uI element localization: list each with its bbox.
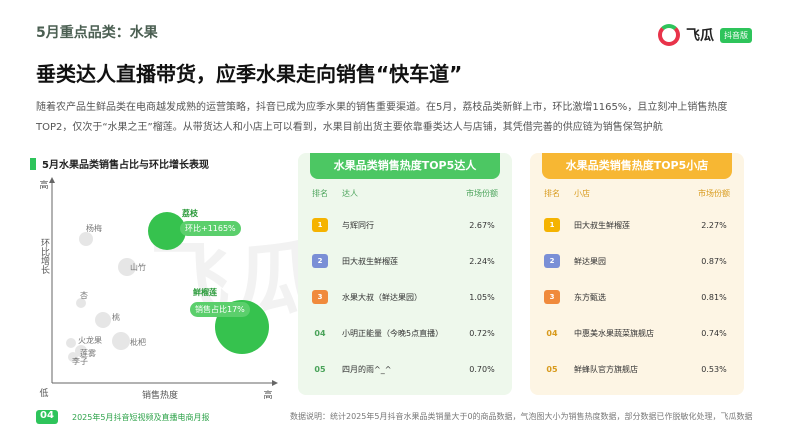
table-header: 排名 小店 市场份额 bbox=[530, 179, 744, 207]
footer-note: 数据说明：统计2025年5月抖音水果品类销量大于0的商品数据，气泡图大小为销售热… bbox=[290, 412, 753, 421]
rank-cell: 04 bbox=[298, 329, 342, 338]
share-cell: 0.87% bbox=[701, 256, 727, 266]
rank: 1 bbox=[312, 218, 328, 232]
rank-cell: 2 bbox=[298, 254, 342, 268]
share-cell: 2.67% bbox=[469, 220, 495, 230]
lychee-name: 荔枝 bbox=[182, 209, 198, 218]
y-low: 低 bbox=[39, 387, 48, 399]
name-cell: 东方甄选 bbox=[574, 292, 606, 302]
rank-cell: 04 bbox=[530, 329, 574, 338]
share-cell: 2.27% bbox=[701, 220, 727, 230]
influencer-panel: 水果品类销售热度TOP5达人排名 达人 市场份额 1 与辉同行 2.67% 2 田大叔生鲜榴莲… bbox=[298, 153, 512, 395]
rank-cell: 05 bbox=[530, 365, 574, 374]
share-cell: 0.70% bbox=[469, 364, 495, 374]
durian-tag: 销售占比17% bbox=[190, 302, 250, 317]
table-row: 04 中惠美水果蔬菜旗舰店 0.74% bbox=[530, 315, 744, 351]
name-cell: 中惠美水果蔬菜旗舰店 bbox=[574, 328, 654, 338]
bubble-label: 李子 bbox=[72, 357, 88, 366]
rank: 04 bbox=[546, 328, 558, 338]
name-cell: 与辉同行 bbox=[342, 220, 374, 230]
rank-cell: 05 bbox=[298, 365, 342, 374]
share-cell: 2.24% bbox=[469, 256, 495, 266]
rank-cell: 3 bbox=[530, 290, 574, 304]
durian-name: 鲜榴莲 bbox=[193, 288, 217, 297]
bubble-label: 火龙果 bbox=[78, 336, 102, 345]
rank: 3 bbox=[544, 290, 560, 304]
bubble-label: 莲雾 bbox=[80, 349, 96, 358]
name-cell: 水果大叔（鲜达果园） bbox=[342, 292, 422, 302]
page-title: 垂类达人直播带货，应季水果走向销售“快车道” bbox=[36, 62, 463, 86]
bubble-label: 山竹 bbox=[130, 263, 146, 272]
rank: 05 bbox=[314, 364, 326, 374]
x-arrow bbox=[272, 380, 278, 386]
panel-title: 水果品类销售热度TOP5达人 bbox=[310, 153, 500, 179]
name-cell: 田大叔生鲜榴莲 bbox=[342, 256, 398, 266]
chart-title: 5月水果品类销售占比与环比增长表现 bbox=[42, 158, 209, 171]
share-cell: 0.81% bbox=[701, 292, 727, 302]
bubble-label: 杏 bbox=[80, 291, 88, 300]
header-cell: 市场份额 bbox=[466, 188, 498, 198]
report-name: 2025年5月抖音短视频及直播电商月报 bbox=[72, 413, 210, 422]
page-number: 04 bbox=[36, 410, 58, 424]
table-row: 3 东方甄选 0.81% bbox=[530, 279, 744, 315]
name-cell: 鲜达果园 bbox=[574, 256, 606, 266]
table-row: 1 田大叔生鲜榴莲 2.27% bbox=[530, 207, 744, 243]
lychee-tag: 环比+1165% bbox=[180, 221, 241, 236]
bubble-label: 杨梅 bbox=[86, 224, 102, 233]
bubble-label: 桃 bbox=[112, 313, 120, 322]
table-row: 05 四月的雨^_^ 0.70% bbox=[298, 351, 512, 387]
table-header: 排名 达人 市场份额 bbox=[298, 179, 512, 207]
rank: 2 bbox=[312, 254, 328, 268]
header-cell: 小店 bbox=[574, 188, 590, 198]
name-cell: 鲜蜂队官方旗舰店 bbox=[574, 364, 638, 374]
intro: 随着农产品生鲜品类在电商越发成熟的运营策略，抖音已成为应季水果的销售重要渠道。在… bbox=[36, 102, 728, 133]
rank: 04 bbox=[314, 328, 326, 338]
y-label: 环比增长 bbox=[39, 238, 50, 275]
share-cell: 0.72% bbox=[469, 328, 495, 338]
table-row: 2 鲜达果园 0.87% bbox=[530, 243, 744, 279]
logo-text: 飞瓜 bbox=[686, 28, 714, 44]
bubble-label: 枇杷 bbox=[130, 338, 146, 347]
header-cell: 排名 bbox=[312, 188, 328, 198]
table-row: 05 鲜蜂队官方旗舰店 0.53% bbox=[530, 351, 744, 387]
logo-badge: 抖音版 bbox=[720, 28, 752, 43]
rank-cell: 1 bbox=[530, 218, 574, 232]
name-cell: 田大叔生鲜榴莲 bbox=[574, 220, 630, 230]
rank: 2 bbox=[544, 254, 560, 268]
x-label: 销售热度 bbox=[142, 389, 178, 401]
share-cell: 0.74% bbox=[701, 328, 727, 338]
logo-icon bbox=[658, 24, 680, 46]
panel-title: 水果品类销售热度TOP5小店 bbox=[542, 153, 732, 179]
table-row: 2 田大叔生鲜榴莲 2.24% bbox=[298, 243, 512, 279]
rank: 1 bbox=[544, 218, 560, 232]
rank: 05 bbox=[546, 364, 558, 374]
name-cell: 四月的雨^_^ bbox=[342, 364, 392, 374]
share-cell: 1.05% bbox=[469, 292, 495, 302]
rank-cell: 1 bbox=[298, 218, 342, 232]
y-arrow bbox=[49, 177, 55, 183]
rank-cell: 3 bbox=[298, 290, 342, 304]
name-cell: 小明正能量（今晚5点直播） bbox=[342, 328, 444, 338]
header-cell: 排名 bbox=[544, 188, 560, 198]
share-cell: 0.53% bbox=[701, 364, 727, 374]
table-row: 1 与辉同行 2.67% bbox=[298, 207, 512, 243]
section-label: 5月重点品类：水果 bbox=[36, 25, 158, 41]
table-row: 3 水果大叔（鲜达果园） 1.05% bbox=[298, 279, 512, 315]
header-cell: 达人 bbox=[342, 188, 358, 198]
x-high: 高 bbox=[263, 389, 272, 401]
rank: 3 bbox=[312, 290, 328, 304]
y-high: 高 bbox=[39, 179, 48, 191]
title-bar bbox=[30, 158, 36, 170]
shop-panel: 水果品类销售热度TOP5小店排名 小店 市场份额 1 田大叔生鲜榴莲 2.27% 2 鲜达果园… bbox=[530, 153, 744, 395]
table-row: 04 小明正能量（今晚5点直播） 0.72% bbox=[298, 315, 512, 351]
rank-cell: 2 bbox=[530, 254, 574, 268]
header-cell: 市场份额 bbox=[698, 188, 730, 198]
